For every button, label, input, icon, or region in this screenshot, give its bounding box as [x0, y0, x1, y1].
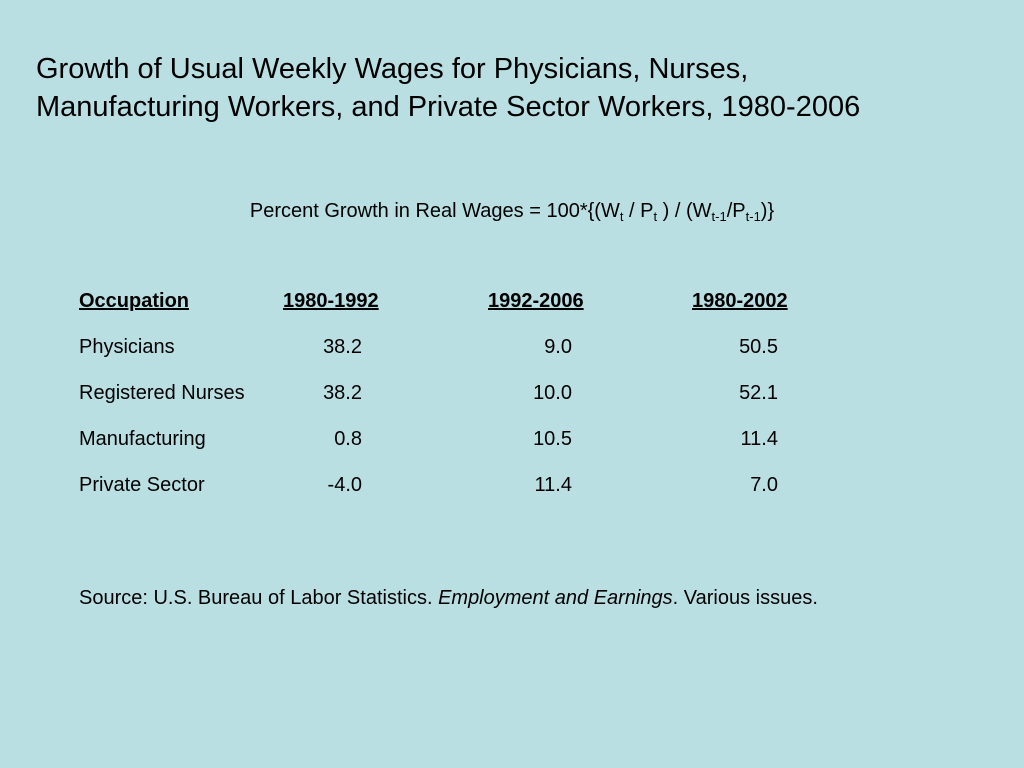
formula-subscript-t-minus-1: t-1 — [711, 209, 727, 224]
occupation-cell: Physicians — [79, 336, 175, 358]
header-occupation: Occupation — [79, 290, 190, 312]
header-period-1980-2002: 1980-2002 — [692, 290, 788, 312]
value-cell: 38.2 — [323, 382, 362, 404]
value-cell: 11.4 — [740, 428, 778, 450]
value-cell: 7.0 — [750, 474, 778, 496]
formula-part: ) / (W — [657, 200, 712, 222]
formula-subscript-t: t — [619, 209, 624, 224]
source-prefix: Source: U.S. Bureau of Labor Statistics. — [79, 587, 439, 609]
value-cell: 10.5 — [533, 428, 572, 450]
slide-title-line-2: Manufacturing Workers, and Private Secto… — [36, 91, 861, 123]
occupation-cell: Registered Nurses — [79, 382, 245, 404]
wage-growth-table: Occupation 1980-1992 1992-2006 1980-2002… — [79, 288, 839, 518]
slide-title: Growth of Usual Weekly Wages for Physici… — [36, 50, 1016, 126]
table-row: Physicians 38.2 9.0 50.5 — [79, 334, 839, 380]
occupation-cell: Manufacturing — [79, 428, 206, 450]
table-row: Registered Nurses 38.2 10.0 52.1 — [79, 380, 839, 426]
value-cell: 38.2 — [323, 336, 362, 358]
formula-part: / P — [623, 200, 654, 222]
header-period-1992-2006: 1992-2006 — [488, 290, 584, 312]
value-cell: 0.8 — [334, 428, 362, 450]
source-note: Source: U.S. Bureau of Labor Statistics.… — [79, 584, 979, 613]
formula-subscript-t-minus-1: t-1 — [745, 209, 761, 224]
source-suffix: . Various issues. — [672, 587, 818, 609]
formula-prefix: Percent Growth in Real Wages = 100*{(W — [249, 200, 620, 222]
value-cell: 9.0 — [544, 336, 572, 358]
source-publication: Employment and Earnings — [438, 587, 673, 609]
value-cell: -4.0 — [327, 474, 362, 496]
value-cell: 10.0 — [533, 382, 572, 404]
real-wage-growth-formula: Percent Growth in Real Wages = 100*{(Wt … — [0, 198, 1024, 224]
formula-suffix: )} — [760, 200, 775, 222]
header-period-1980-1992: 1980-1992 — [283, 290, 379, 312]
table-row: Private Sector -4.0 11.4 7.0 — [79, 472, 839, 518]
table-row: Manufacturing 0.8 10.5 11.4 — [79, 426, 839, 472]
table-header-row: Occupation 1980-1992 1992-2006 1980-2002 — [79, 288, 839, 334]
value-cell: 11.4 — [534, 474, 572, 496]
slide-title-line-1: Growth of Usual Weekly Wages for Physici… — [36, 53, 749, 85]
occupation-cell: Private Sector — [79, 474, 205, 496]
formula-part: /P — [726, 200, 746, 222]
value-cell: 50.5 — [739, 336, 778, 358]
formula-subscript-t: t — [653, 209, 658, 224]
value-cell: 52.1 — [739, 382, 778, 404]
